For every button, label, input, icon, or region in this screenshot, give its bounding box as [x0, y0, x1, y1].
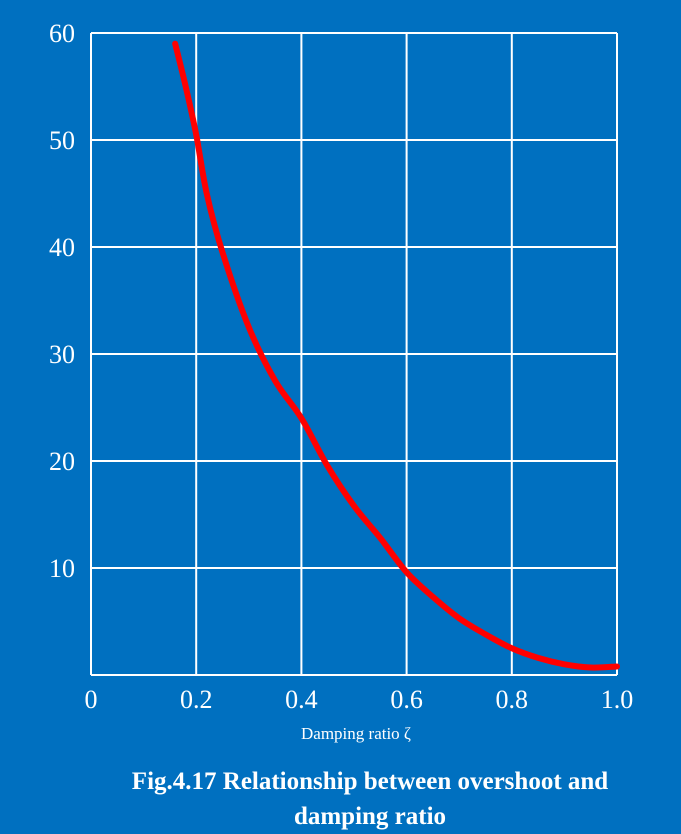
y-tick-label: 30 [49, 340, 75, 369]
x-tick-label: 0.6 [390, 685, 423, 714]
x-tick-label: 0.2 [180, 685, 213, 714]
caption-line-1: Fig.4.17 Relationship between overshoot … [131, 768, 609, 795]
overshoot-chart: 10 20 30 40 50 60 0 0.2 0.4 0.6 0.8 1.0 Damping ra… [49, 19, 634, 743]
figure-caption: Fig.4.17 Relationship between overshoot … [0, 764, 681, 834]
x-tick-label: 0.4 [285, 685, 318, 714]
y-tick-label: 60 [49, 19, 75, 48]
grid [90, 32, 618, 676]
y-tick-label: 20 [49, 447, 75, 476]
caption-line-2: damping ratio [293, 803, 447, 830]
x-tick-label: 0 [85, 685, 98, 714]
overshoot-curve [172, 40, 620, 671]
curve-layer [172, 40, 620, 671]
y-tick-label: 50 [49, 126, 75, 155]
x-tick-labels: 0 0.2 0.4 0.6 0.8 1.0 [85, 685, 634, 714]
x-tick-label: 1.0 [601, 685, 634, 714]
y-tick-labels: 10 20 30 40 50 60 [49, 19, 75, 583]
x-tick-label: 0.8 [496, 685, 529, 714]
y-tick-label: 10 [49, 554, 75, 583]
y-tick-label: 40 [49, 233, 75, 262]
x-axis-label: Damping ratio ζ [301, 724, 411, 743]
